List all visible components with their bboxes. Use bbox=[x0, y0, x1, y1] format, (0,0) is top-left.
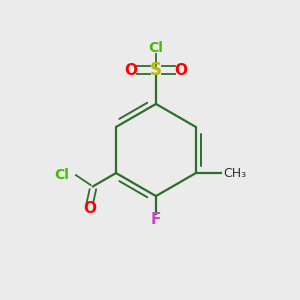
Text: Cl: Cl bbox=[54, 167, 69, 182]
Text: S: S bbox=[150, 61, 162, 79]
Text: CH₃: CH₃ bbox=[224, 167, 247, 179]
Text: O: O bbox=[83, 201, 96, 216]
Text: Cl: Cl bbox=[148, 41, 164, 55]
Text: O: O bbox=[175, 63, 188, 78]
Text: O: O bbox=[124, 63, 137, 78]
Text: F: F bbox=[151, 212, 161, 227]
